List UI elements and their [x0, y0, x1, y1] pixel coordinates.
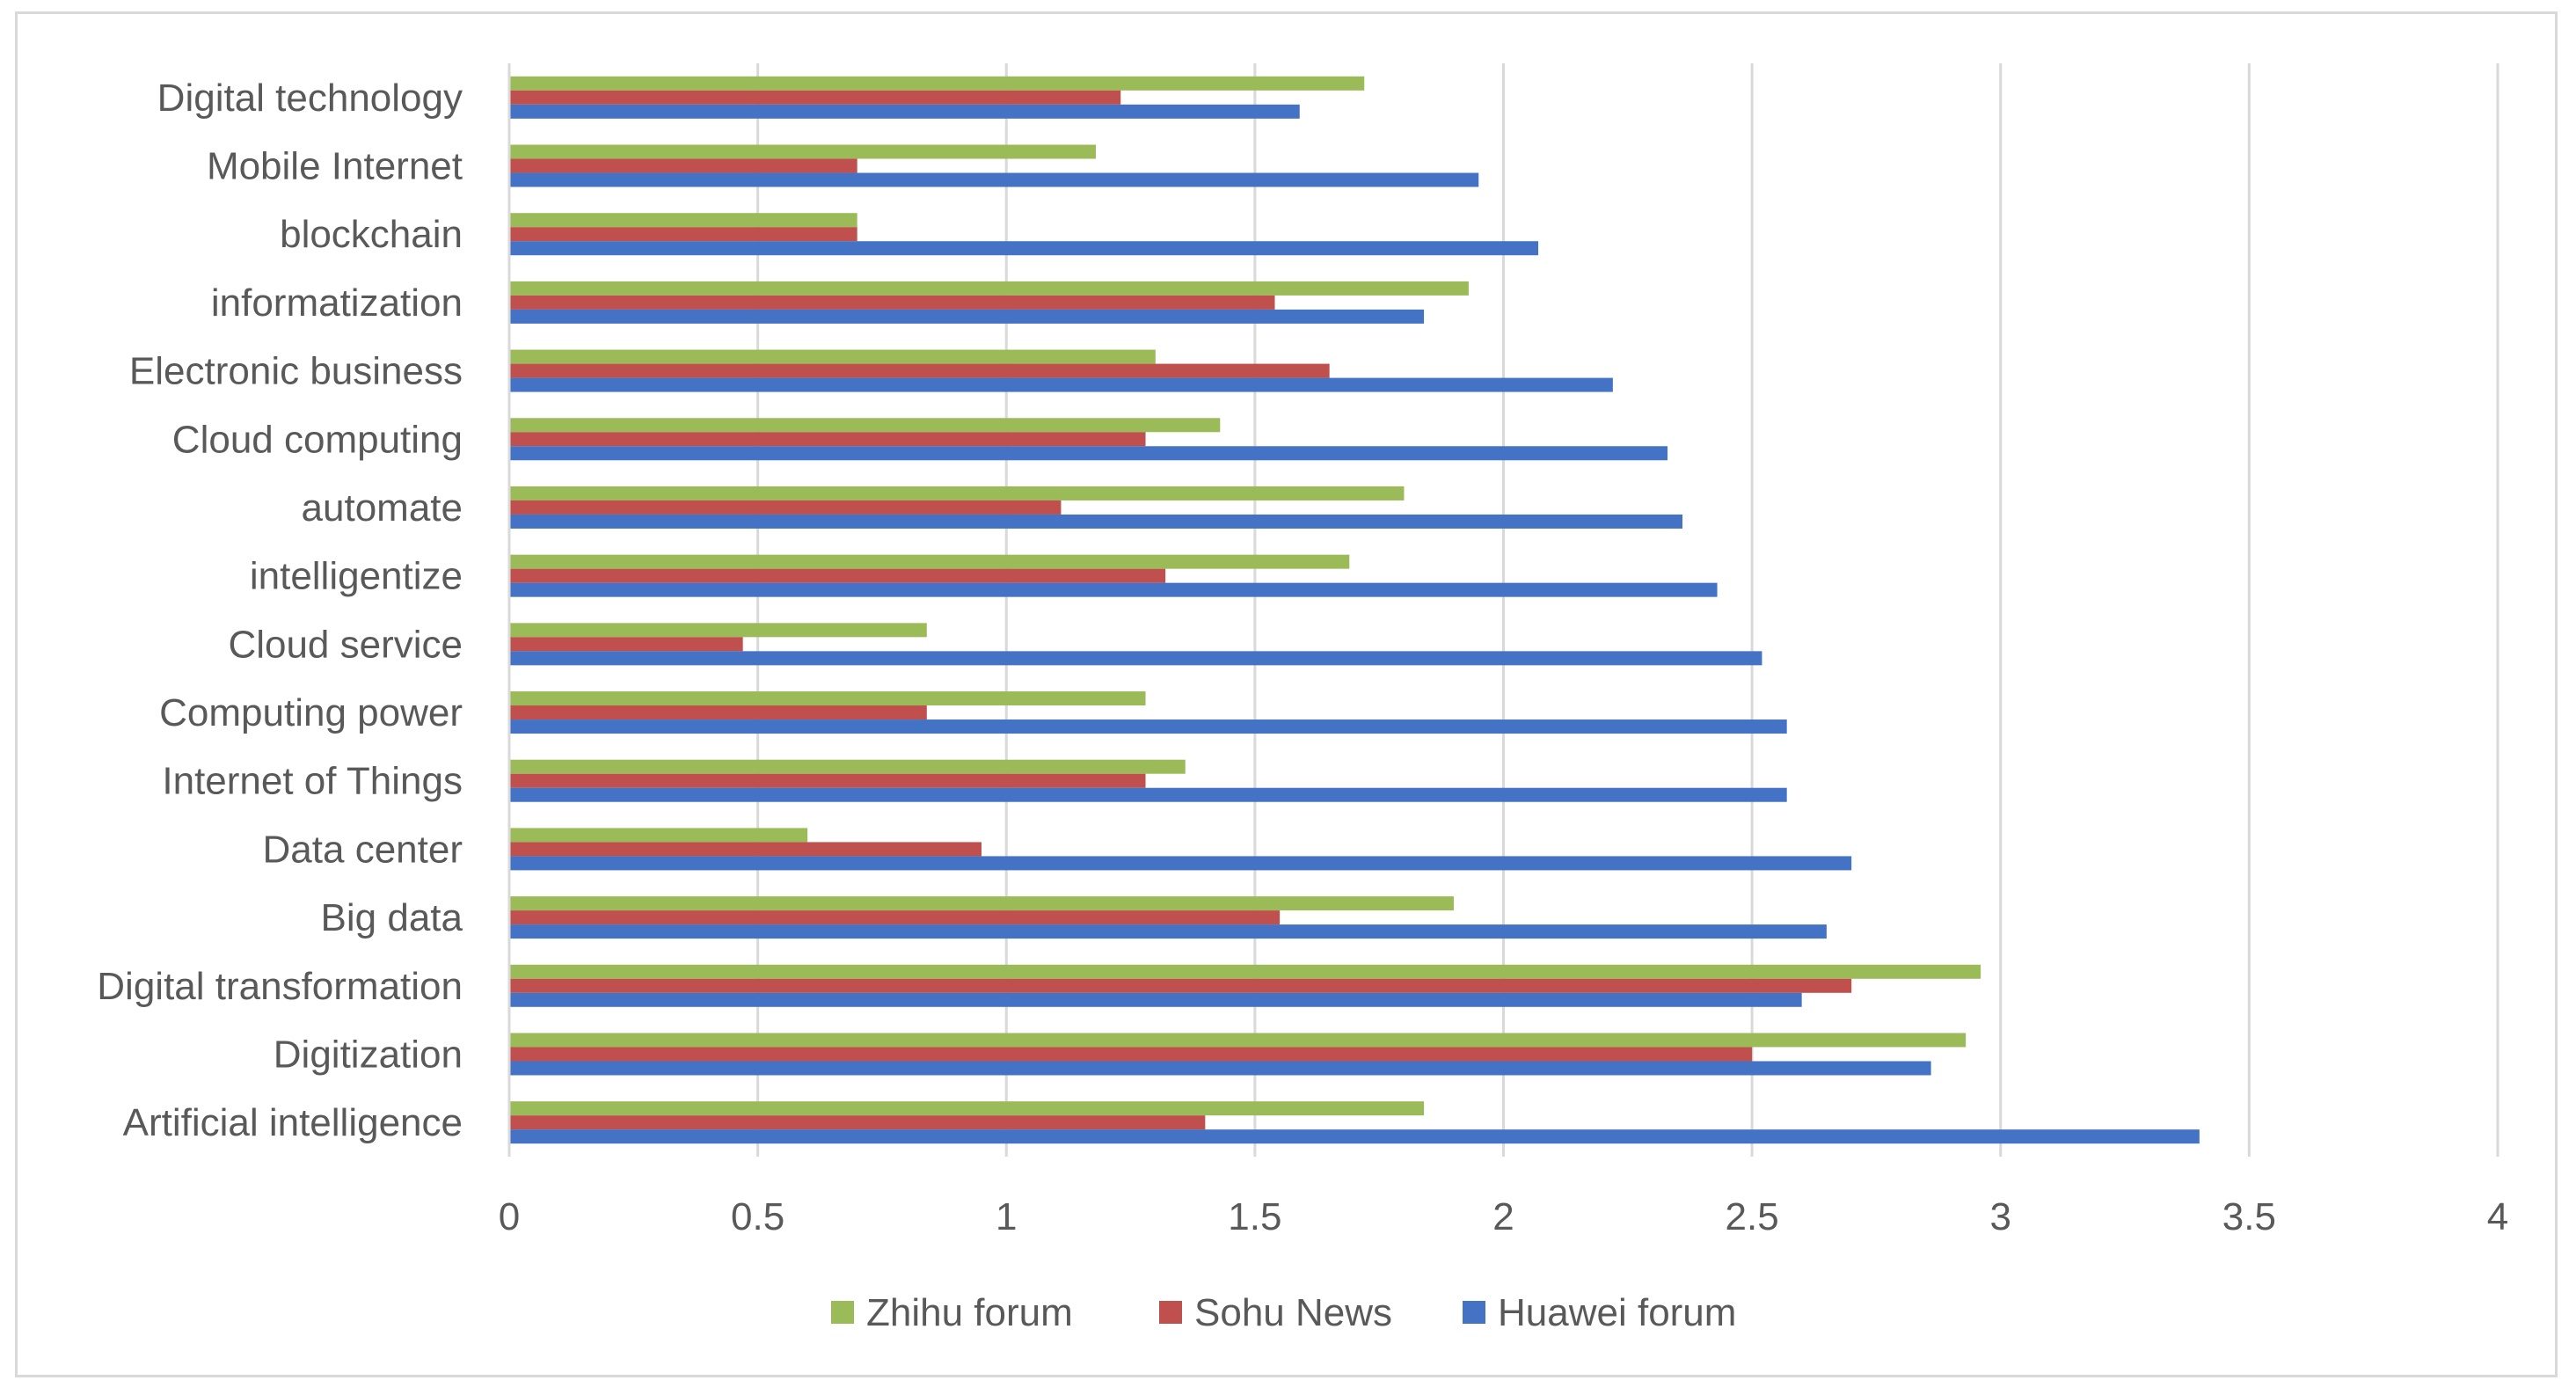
- bar-huawei-forum-0: [509, 1129, 2200, 1144]
- bar-huawei-forum-12: [509, 309, 1425, 324]
- legend-item: Huawei forum: [1463, 1291, 1736, 1334]
- category-label: Cloud service: [228, 623, 463, 666]
- category-label: Artificial intelligence: [123, 1101, 463, 1144]
- bar-huawei-forum-4: [509, 856, 1852, 871]
- bar-sohu-news-2: [509, 978, 1852, 993]
- category-label: intelligentize: [250, 555, 463, 598]
- bar-huawei-forum-1: [509, 1061, 1931, 1076]
- bar-sohu-news-7: [509, 637, 743, 652]
- category-label: Mobile Internet: [207, 145, 463, 188]
- bar-huawei-forum-8: [509, 582, 1718, 597]
- legend-swatch: [1463, 1301, 1485, 1324]
- bar-zhihu-forum-10: [509, 418, 1221, 433]
- category-label: automate: [302, 486, 463, 530]
- category-label: Cloud computing: [172, 418, 463, 461]
- bar-zhihu-forum-1: [509, 1033, 1967, 1048]
- bar-sohu-news-15: [509, 90, 1121, 105]
- x-tick-label: 2.5: [1726, 1195, 1779, 1238]
- legend-item: Zhihu forum: [831, 1291, 1073, 1334]
- legend-label: Zhihu forum: [866, 1291, 1073, 1334]
- bar-huawei-forum-9: [509, 514, 1682, 529]
- bar-zhihu-forum-11: [509, 349, 1156, 364]
- category-label: informatization: [211, 281, 463, 325]
- x-tick-label: 4: [2487, 1195, 2508, 1238]
- x-tick-label: 1.5: [1228, 1195, 1281, 1238]
- bar-zhihu-forum-6: [509, 691, 1146, 706]
- bar-zhihu-forum-8: [509, 554, 1350, 569]
- bar-zhihu-forum-14: [509, 144, 1096, 159]
- bar-zhihu-forum-7: [509, 623, 927, 638]
- bar-huawei-forum-14: [509, 172, 1479, 187]
- bar-sohu-news-10: [509, 432, 1146, 447]
- category-label: Data center: [263, 828, 463, 871]
- legend-swatch: [831, 1301, 854, 1324]
- bar-zhihu-forum-9: [509, 486, 1405, 500]
- bar-huawei-forum-15: [509, 104, 1300, 119]
- bar-sohu-news-6: [509, 705, 927, 720]
- category-label: Computing power: [159, 691, 463, 734]
- bar-huawei-forum-7: [509, 651, 1762, 666]
- bar-sohu-news-11: [509, 363, 1330, 378]
- bar-zhihu-forum-5: [509, 759, 1186, 774]
- bar-zhihu-forum-15: [509, 76, 1365, 91]
- bar-zhihu-forum-2: [509, 964, 1981, 979]
- legend-swatch: [1159, 1301, 1182, 1324]
- bar-sohu-news-13: [509, 227, 857, 242]
- legend-label: Sohu News: [1194, 1291, 1392, 1334]
- bar-sohu-news-5: [509, 773, 1146, 788]
- x-tick-label: 3: [1990, 1195, 2011, 1238]
- bar-huawei-forum-3: [509, 924, 1827, 939]
- bar-sohu-news-4: [509, 842, 982, 857]
- bar-zhihu-forum-13: [509, 213, 857, 228]
- bar-zhihu-forum-0: [509, 1101, 1425, 1116]
- x-tick-label: 2: [1492, 1195, 1514, 1238]
- bar-sohu-news-0: [509, 1115, 1206, 1130]
- bar-huawei-forum-13: [509, 241, 1539, 256]
- category-label: Internet of Things: [162, 760, 463, 803]
- bar-sohu-news-9: [509, 500, 1062, 515]
- bar-zhihu-forum-12: [509, 281, 1469, 296]
- category-label: blockchain: [280, 213, 463, 256]
- category-label: Digital technology: [157, 77, 463, 120]
- bar-sohu-news-8: [509, 568, 1166, 583]
- legend-label: Huawei forum: [1498, 1291, 1736, 1334]
- x-tick-label: 0: [499, 1195, 520, 1238]
- bar-zhihu-forum-3: [509, 896, 1454, 911]
- bar-huawei-forum-5: [509, 787, 1787, 802]
- chart-frame: [15, 11, 2558, 1377]
- bar-huawei-forum-2: [509, 992, 1802, 1007]
- x-tick-label: 3.5: [2222, 1195, 2276, 1238]
- bar-sohu-news-14: [509, 158, 857, 173]
- bar-huawei-forum-11: [509, 377, 1613, 392]
- bar-sohu-news-12: [509, 295, 1275, 310]
- x-tick-label: 1: [996, 1195, 1017, 1238]
- x-tick-label: 0.5: [731, 1195, 784, 1238]
- legend-item: Sohu News: [1159, 1291, 1392, 1334]
- bar-huawei-forum-6: [509, 719, 1787, 734]
- bar-zhihu-forum-4: [509, 828, 808, 843]
- bar-sohu-news-1: [509, 1047, 1753, 1062]
- category-label: Electronic business: [129, 350, 463, 393]
- bar-sohu-news-3: [509, 910, 1281, 925]
- category-label: Big data: [321, 896, 463, 939]
- category-label: Digital transformation: [97, 965, 463, 1008]
- category-label: Digitization: [274, 1033, 463, 1076]
- bar-huawei-forum-10: [509, 446, 1668, 461]
